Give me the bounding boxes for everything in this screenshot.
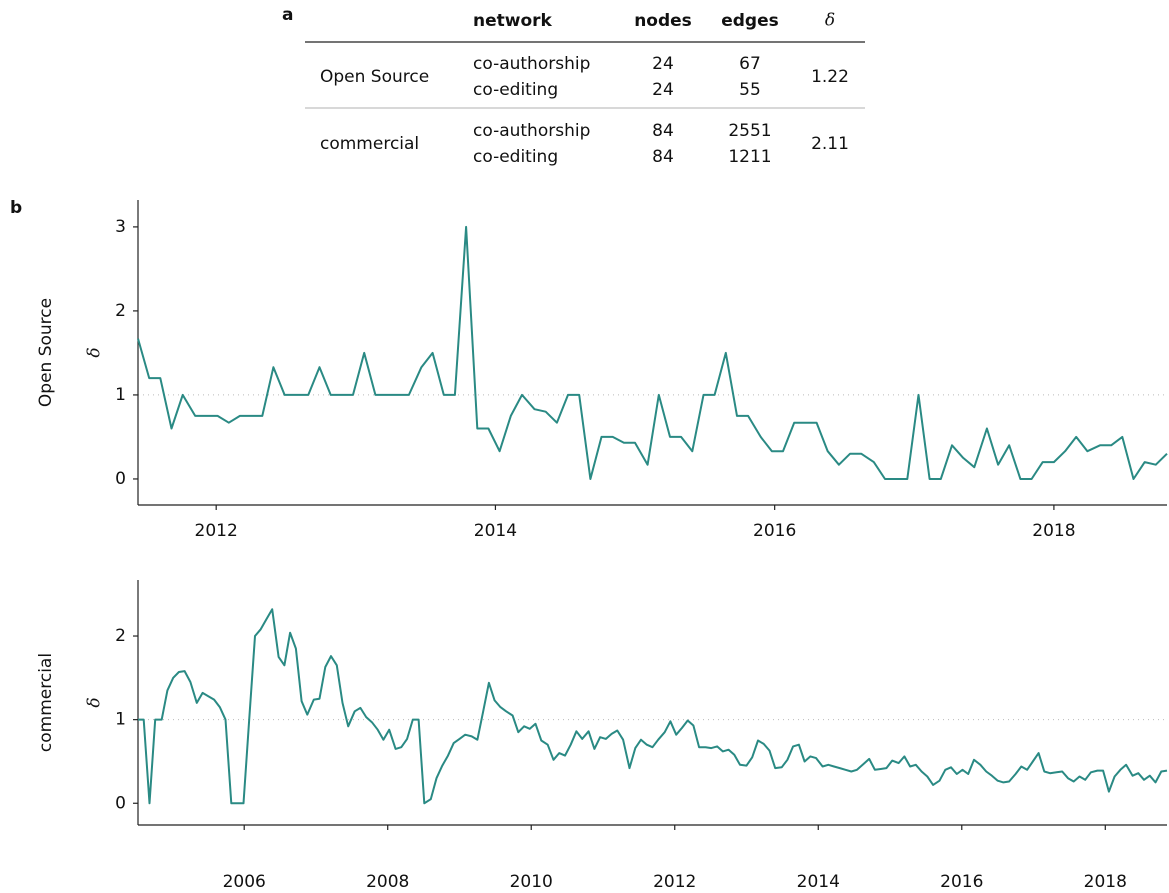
table-cell: co-authorship [473,121,590,141]
table-cell: 24 [652,54,674,74]
x-tick-label: 2008 [366,872,409,892]
table-cell: 1.22 [811,67,849,87]
panel-label: a [282,5,293,25]
table-group: commercial [320,134,419,154]
y-axis-label: δ [85,697,105,707]
table-cell: 2.11 [811,134,849,154]
x-tick-label: 2016 [753,521,796,541]
y-tick-label: 0 [115,793,126,813]
table-cell: co-editing [473,147,558,167]
row-label: commercial [36,653,56,752]
x-tick-label: 2014 [797,872,840,892]
y-tick-label: 1 [115,385,126,405]
table-cell: 84 [652,147,674,167]
x-tick-label: 2010 [510,872,553,892]
data-line [137,225,1168,480]
table-cell: 1211 [728,147,771,167]
x-tick-label: 2016 [940,872,983,892]
table-header: network [473,11,553,31]
table-cell: 84 [652,121,674,141]
x-tick-label: 2018 [1084,872,1127,892]
table-cell: 67 [739,54,761,74]
table-header: δ [825,11,835,31]
x-tick-label: 2012 [195,521,238,541]
table-cell: co-authorship [473,54,590,74]
data-line [138,608,1168,805]
table-cell: 24 [652,80,674,100]
x-tick-label: 2018 [1032,521,1075,541]
table-cell: 55 [739,80,761,100]
x-tick-label: 2006 [223,872,266,892]
table-header: edges [721,11,779,31]
panel-label: b [10,198,22,218]
table-cell: co-editing [473,80,558,100]
table-header: nodes [634,11,692,31]
x-tick-label: 2014 [474,521,517,541]
y-tick-label: 3 [115,217,126,237]
table-cell: 2551 [728,121,771,141]
x-tick-label: 2012 [653,872,696,892]
y-tick-label: 0 [115,469,126,489]
y-tick-label: 2 [115,626,126,646]
y-tick-label: 1 [115,710,126,730]
table-group: Open Source [320,67,429,87]
y-tick-label: 2 [115,301,126,321]
row-label: Open Source [36,298,56,407]
y-axis-label: δ [85,347,105,357]
